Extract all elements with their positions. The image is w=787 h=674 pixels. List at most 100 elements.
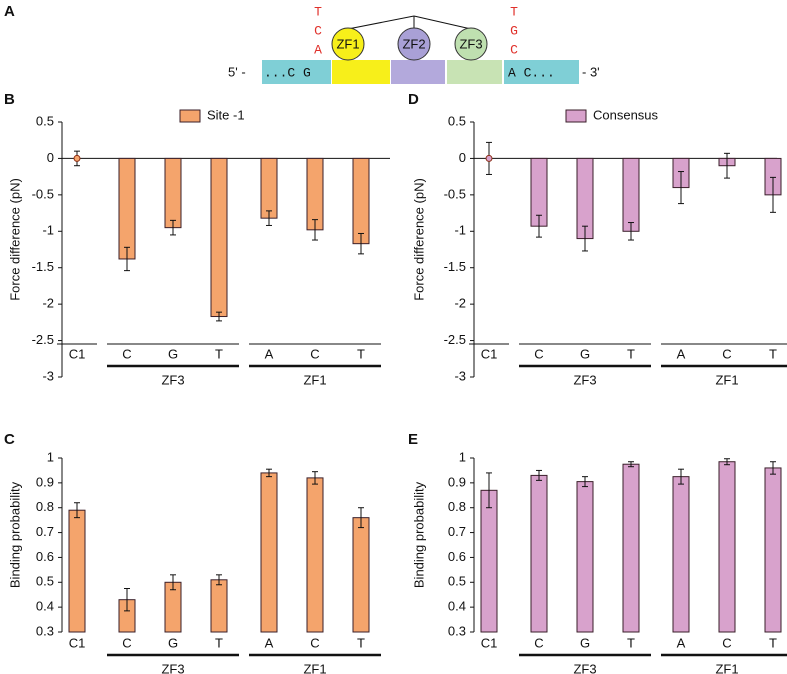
bar <box>576 481 594 633</box>
y-tick-label: -2 <box>42 296 54 311</box>
x-tick-label: T <box>357 635 365 650</box>
group-label: ZF3 <box>161 372 184 387</box>
y-tick-label: 0.5 <box>36 113 54 128</box>
group-label: ZF1 <box>715 372 738 387</box>
group-label: ZF3 <box>573 661 596 674</box>
panel-label: C <box>4 431 15 448</box>
y-tick-label: 0 <box>459 150 466 165</box>
point <box>73 154 81 162</box>
y-tick-label: 0.9 <box>36 474 54 489</box>
x-tick-label: C1 <box>69 635 86 650</box>
sequence: ...C G <box>264 65 311 80</box>
y-axis-label: Binding probability <box>411 481 426 588</box>
bar <box>672 476 690 633</box>
dna-zf3 <box>447 60 502 84</box>
x-tick-label: C1 <box>481 346 498 361</box>
y-tick-label: -2.5 <box>32 332 54 347</box>
bar <box>530 474 548 633</box>
x-tick-label: T <box>627 346 635 361</box>
y-tick-label: 0.5 <box>448 113 466 128</box>
y-tick-label: 0.5 <box>36 574 54 589</box>
y-tick-label: -2 <box>454 296 466 311</box>
tree <box>347 15 472 30</box>
y-tick-label: 0.3 <box>448 623 466 638</box>
legend-label: Site -1 <box>207 107 245 122</box>
base: C <box>510 42 518 57</box>
x-tick-label: G <box>168 346 178 361</box>
bar <box>622 157 640 232</box>
bar <box>118 157 136 260</box>
x-tick-label: C <box>310 635 319 650</box>
diagram: A ZF1 ZF2 ZF3 T C A T G C 5' - ...C G A … <box>4 3 600 84</box>
x-tick-label: C <box>722 635 731 650</box>
five-prime: 5' - <box>228 64 246 79</box>
y-tick-label: 0.7 <box>36 524 54 539</box>
point <box>485 154 493 162</box>
y-tick-label: -1.5 <box>32 259 54 274</box>
y-tick-label: 0.5 <box>448 574 466 589</box>
x-tick-label: G <box>580 635 590 650</box>
finger-label: ZF3 <box>459 36 482 51</box>
bar <box>480 489 498 633</box>
x-tick-label: C <box>122 346 131 361</box>
zf2-circle <box>397 27 431 61</box>
panel-label: D <box>408 91 419 108</box>
x-tick-label: C1 <box>69 346 86 361</box>
bar <box>164 157 182 229</box>
x-tick-label: T <box>769 635 777 650</box>
bar <box>352 157 370 245</box>
x-tick-label: G <box>580 346 590 361</box>
y-tick-label: 0.8 <box>36 499 54 514</box>
base: T <box>314 4 322 19</box>
x-tick-label: T <box>769 346 777 361</box>
x-tick-label: A <box>265 346 274 361</box>
panel-label: E <box>408 431 418 448</box>
bar <box>352 517 370 633</box>
y-tick-label: -1 <box>454 223 466 238</box>
base: A <box>314 42 322 57</box>
finger-label: ZF2 <box>402 36 425 51</box>
dna-zf1 <box>332 60 390 84</box>
y-tick-label: 0.8 <box>448 499 466 514</box>
y-axis-label: Binding probability <box>7 481 22 588</box>
y-tick-label: -3 <box>42 368 54 383</box>
x-tick-label: C <box>534 346 543 361</box>
y-tick-label: 0.6 <box>448 549 466 564</box>
finger-label: ZF1 <box>336 36 359 51</box>
group-label: ZF1 <box>303 372 326 387</box>
bar <box>210 579 228 633</box>
sequence: A C... <box>508 65 555 80</box>
x-tick-label: A <box>265 635 274 650</box>
x-tick-label: A <box>677 635 686 650</box>
bar <box>306 157 324 231</box>
base: G <box>510 23 518 38</box>
x-tick-label: T <box>357 346 365 361</box>
y-tick-label: 0.7 <box>448 524 466 539</box>
base: C <box>314 23 322 38</box>
bar <box>68 509 86 633</box>
y-tick-label: 0 <box>47 150 54 165</box>
y-tick-label: 0.6 <box>36 549 54 564</box>
y-tick-label: 0.4 <box>448 599 466 614</box>
y-tick-label: 1 <box>47 449 54 464</box>
base: T <box>510 4 518 19</box>
y-tick-label: 0.3 <box>36 623 54 638</box>
x-tick-label: T <box>627 635 635 650</box>
group-label: ZF1 <box>303 661 326 674</box>
zf1-circle <box>331 27 365 61</box>
x-tick-label: G <box>168 635 178 650</box>
bar <box>306 477 324 633</box>
group-label: ZF3 <box>161 661 184 674</box>
x-tick-label: T <box>215 346 223 361</box>
bar <box>764 467 782 633</box>
zf3-circle <box>454 27 488 61</box>
x-tick-label: C1 <box>481 635 498 650</box>
y-axis-label: Force difference (pN) <box>411 178 426 301</box>
group-label: ZF1 <box>715 661 738 674</box>
dna-left <box>262 60 331 84</box>
y-tick-label: -0.5 <box>32 186 54 201</box>
bar <box>622 463 640 633</box>
y-tick-label: -0.5 <box>444 186 466 201</box>
